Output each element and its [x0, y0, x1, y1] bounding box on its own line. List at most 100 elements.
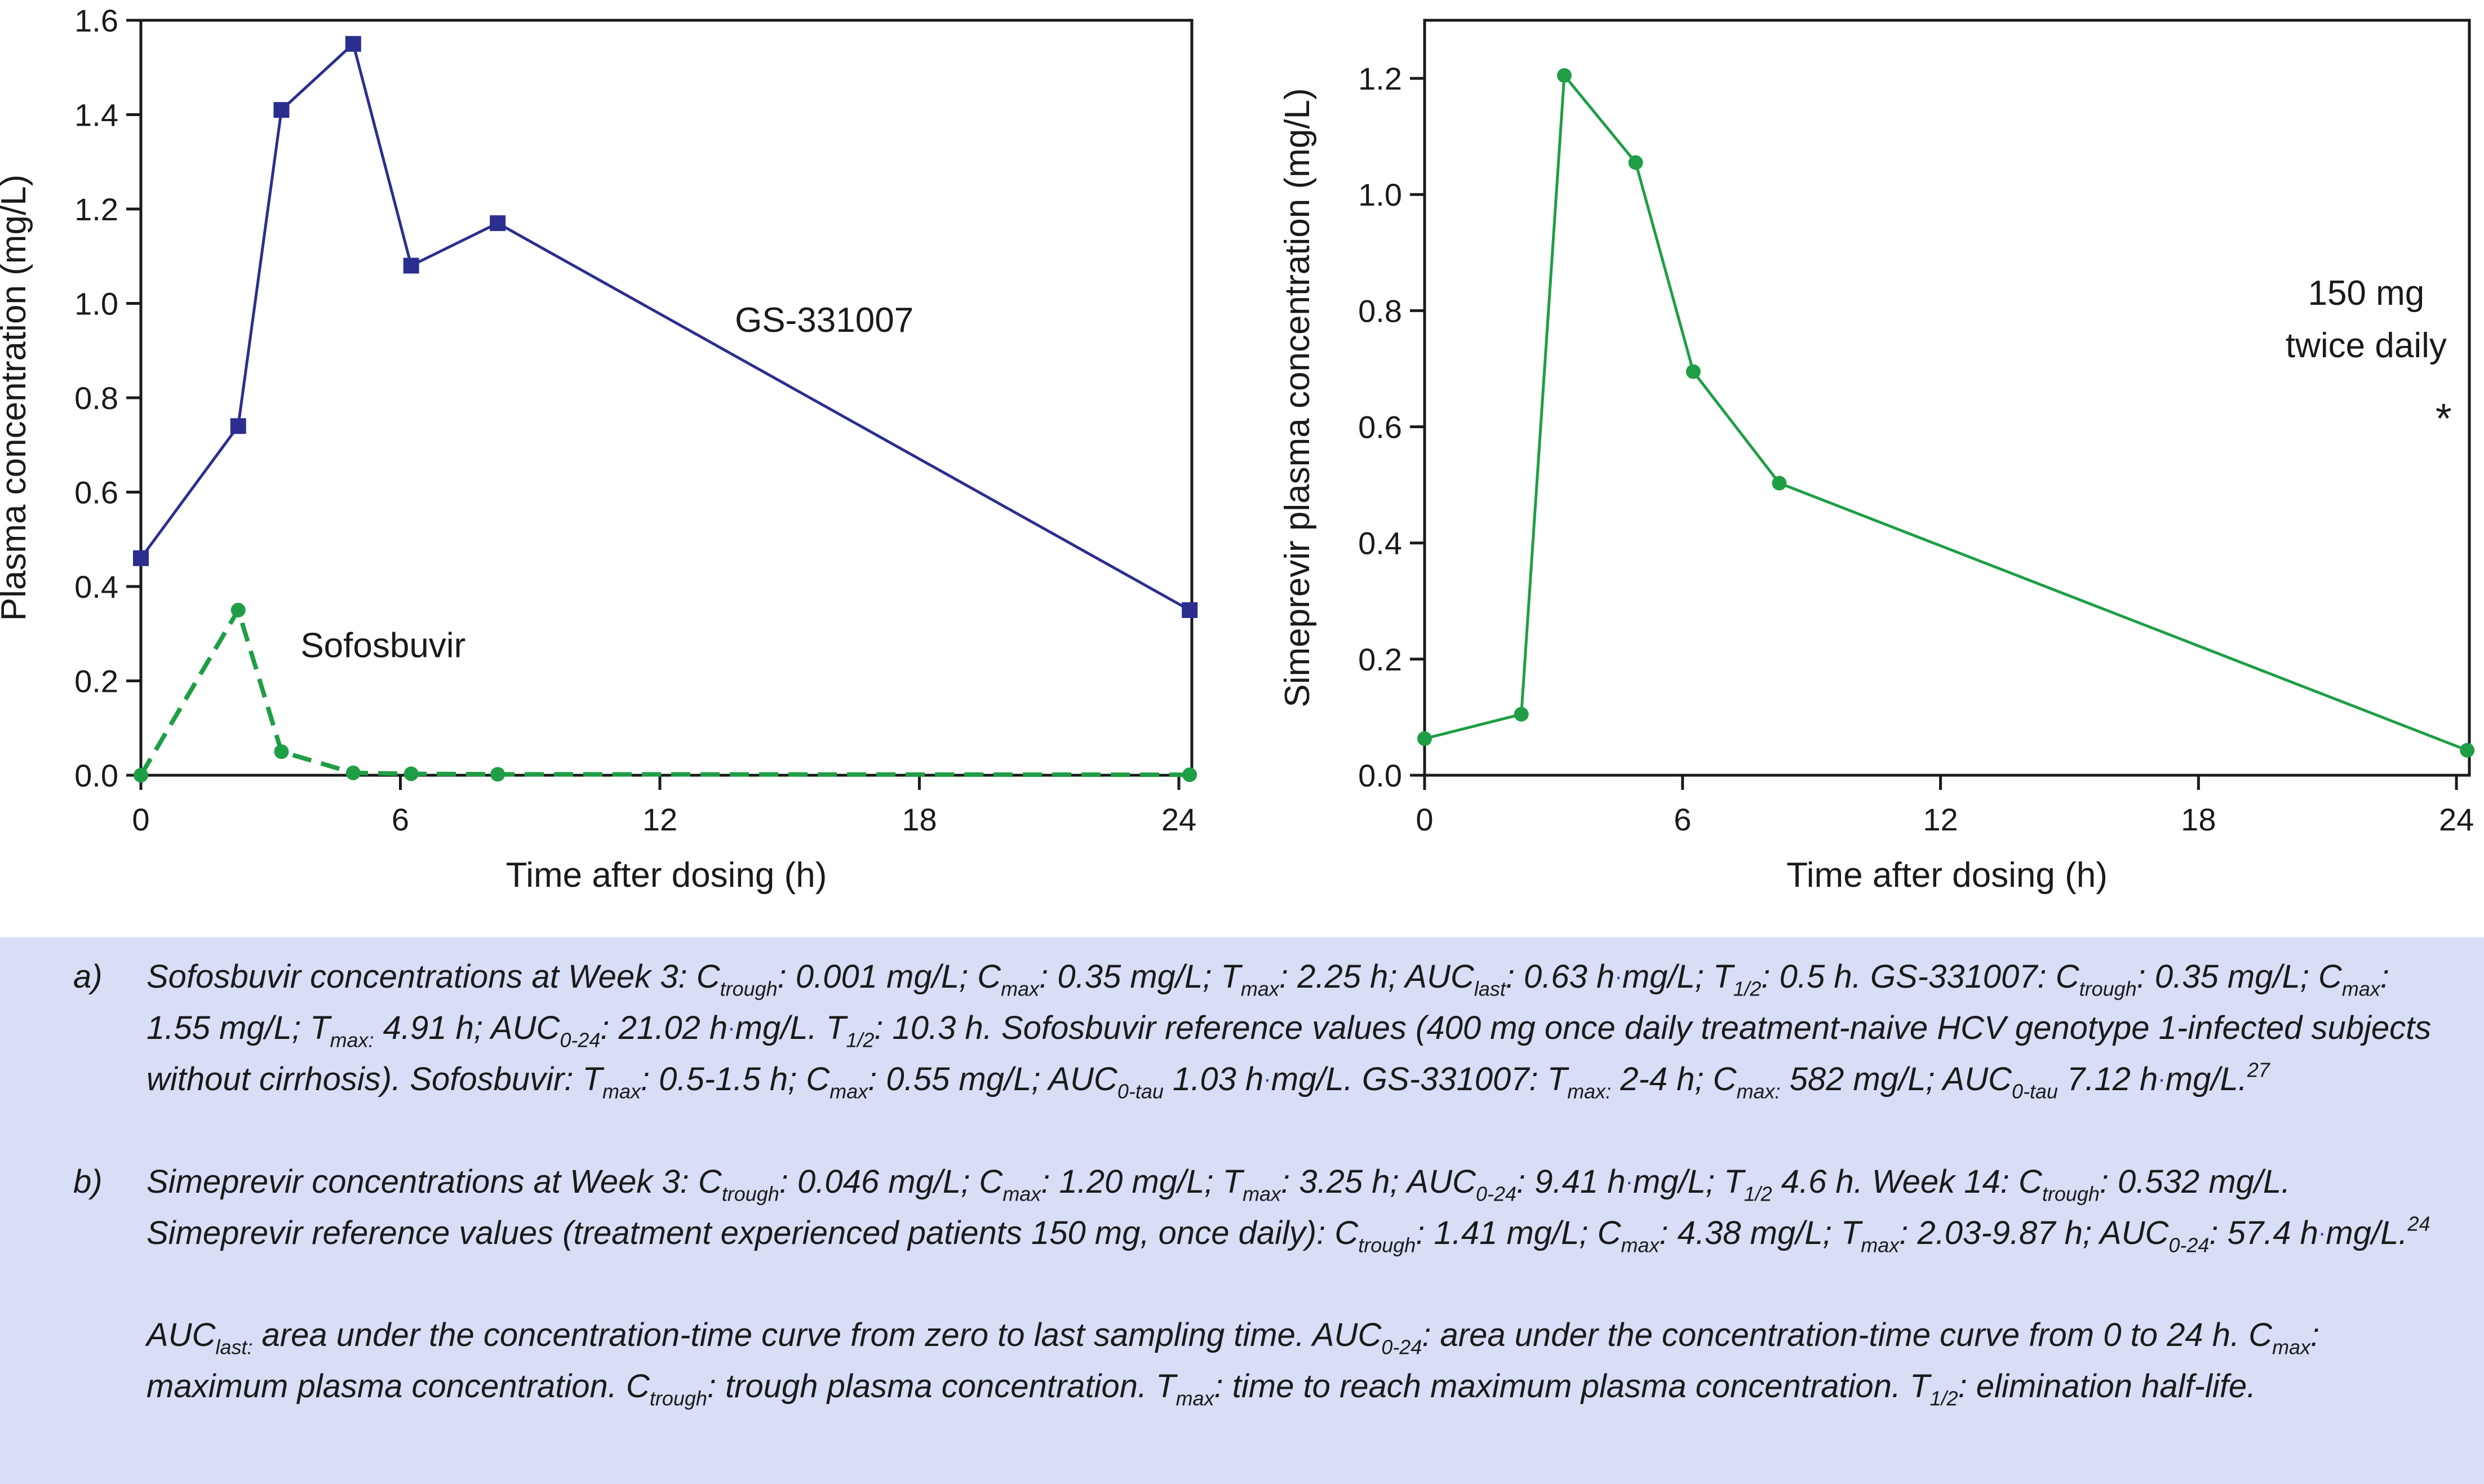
caption-label-b: b) — [73, 1163, 103, 1200]
caption-a-fragment: : 0.001 mg/L; C — [777, 958, 1001, 996]
caption-a-fragment: max — [1001, 977, 1040, 1001]
y-tick-label: 0.6 — [74, 475, 118, 510]
caption-b-fragment: trough — [721, 1182, 779, 1206]
x-tick-label: 12 — [1923, 802, 1958, 837]
y-tick-label: 1.0 — [1358, 177, 1402, 212]
y-tick-label: 0.2 — [1358, 642, 1402, 677]
caption-b-fragment: : 4.38 mg/L; T — [1659, 1215, 1861, 1252]
caption-a-fragment: · — [1263, 1066, 1271, 1092]
caption-a-fragment: max: — [1736, 1079, 1781, 1103]
caption-a-fragment: max: — [1567, 1079, 1612, 1103]
caption-b-fragment: max — [1003, 1182, 1041, 1206]
chart-simeprevir: 0 6 12 18 24 0.0 0.2 0.4 0.6 0.8 1.0 1.2 Time after … — [1278, 19, 2475, 895]
caption-a-fragment: max — [2341, 977, 2380, 1001]
caption-b-fragment: 24 — [2407, 1212, 2430, 1236]
y-tick-label: 0.4 — [1358, 526, 1402, 561]
caption-a-fragment: : 0.5-1.5 h; C — [640, 1061, 830, 1098]
caption-a-fragment: : 21.02 h — [600, 1010, 728, 1047]
caption-abbr-fragment: max — [2272, 1335, 2310, 1359]
y-tick-label: 1.2 — [1358, 61, 1402, 96]
caption-b-fragment: : 2.03-9.87 h; AUC — [1899, 1215, 2169, 1252]
data-point — [1182, 767, 1197, 783]
annotation-label: * — [2436, 395, 2452, 442]
x-tick-label: 18 — [902, 802, 937, 837]
caption-b-fragment: 1/2 — [1744, 1182, 1772, 1206]
y-tick-label: 0.0 — [1358, 758, 1402, 793]
y-tick-label: 0.2 — [74, 664, 118, 699]
data-point — [133, 550, 149, 566]
caption-b-fragment: : 1.41 mg/L; C — [1416, 1215, 1621, 1252]
caption-abbr-fragment: trough — [649, 1387, 707, 1410]
caption-b-fragment: : 57.4 h — [2209, 1215, 2318, 1252]
data-point — [230, 602, 246, 617]
series-line-sofosbuvir — [139, 607, 1190, 777]
caption-b-fragment: trough — [2042, 1182, 2100, 1206]
data-point — [345, 35, 361, 52]
caption-abbr-fragment: : area under the concentration-time curv… — [1422, 1317, 2273, 1353]
caption-text-b: Simeprevir concentrations at Week 3: Ctr… — [147, 1156, 2434, 1259]
data-point — [273, 102, 290, 118]
caption-b-fragment: : 0.532 mg/L. Simeprevir reference value… — [147, 1163, 2291, 1252]
caption-a-fragment: 2-4 h; C — [1611, 1061, 1737, 1098]
caption-b-fragment: max — [1243, 1182, 1281, 1206]
caption-b-fragment: : 0.046 mg/L; C — [779, 1163, 1003, 1201]
annotation-label: Sofosbuvir — [300, 627, 465, 665]
caption-a-fragment: mg/L; T — [1622, 958, 1733, 996]
x-axis-label: Time after dosing (h) — [1786, 856, 2108, 895]
plot-frame — [1423, 19, 2471, 777]
caption-b-fragment: 0-24 — [2168, 1233, 2210, 1257]
caption-b-fragment: · — [2318, 1220, 2326, 1246]
plot-frame — [139, 19, 1194, 777]
caption-b-fragment: mg/L; T — [1633, 1163, 1744, 1201]
caption-abbr-fragment: : trough plasma concentration. T — [707, 1368, 1176, 1405]
x-tick-label: 24 — [1161, 802, 1196, 837]
caption-a-fragment: mg/L. GS-331007: T — [1271, 1061, 1568, 1098]
data-point — [1417, 731, 1432, 747]
caption-abbr-fragment: 1/2 — [1929, 1387, 1958, 1410]
caption-b-fragment: · — [1625, 1168, 1633, 1194]
caption-a-fragment: 0-tau — [2011, 1079, 2058, 1103]
caption-b-fragment: 4.6 h. Week 14: C — [1772, 1163, 2042, 1201]
caption-a-fragment: 7.12 h — [2057, 1061, 2158, 1098]
series-line-gs-331007 — [139, 42, 1191, 612]
y-tick-label: 0.4 — [74, 569, 118, 605]
x-tick-label: 12 — [642, 802, 677, 837]
annotation-label: 150 mg — [2308, 274, 2424, 313]
caption-a-fragment: : 1.55 mg/L; T — [147, 958, 2389, 1047]
caption-a-fragment: mg/L. T — [735, 1010, 846, 1047]
caption-a-fragment: last — [1474, 977, 1506, 1001]
chart-sofosbuvir-gs331007: 0 6 12 18 24 0.0 0.2 0.4 0.6 0.8 1.0 1.2 1.4 1.6 Time … — [0, 3, 1198, 895]
caption-a-fragment: 4.91 h; AUC — [374, 1010, 560, 1047]
data-point — [1772, 476, 1787, 491]
caption-a-fragment: 27 — [2247, 1058, 2270, 1082]
caption-a-fragment: Sofosbuvir concentrations at Week 3: C — [147, 958, 720, 996]
data-point — [345, 765, 361, 780]
charts-figure: 0 6 12 18 24 0.0 0.2 0.4 0.6 0.8 1.0 1.2 1.4 1.6 Time … — [0, 3, 2475, 895]
y-tick-label: 1.2 — [74, 192, 118, 227]
caption-b-fragment: trough — [1358, 1233, 1416, 1257]
caption-a-fragment: · — [1614, 963, 1622, 989]
caption-b-fragment: : 9.41 h — [1516, 1163, 1626, 1201]
caption-a-fragment: max — [1240, 977, 1279, 1001]
caption-abbr-fragment: AUC — [147, 1317, 216, 1353]
caption-a-fragment: · — [2158, 1066, 2166, 1092]
caption-b-fragment: max — [1621, 1233, 1660, 1257]
caption-a-fragment: trough — [720, 977, 778, 1001]
x-tick-label: 6 — [392, 802, 409, 837]
data-point — [490, 215, 506, 232]
data-point — [403, 766, 419, 781]
y-tick-label: 0.8 — [1358, 293, 1402, 328]
caption-abbr-fragment: : elimination half-life. — [1958, 1368, 2256, 1405]
caption-a-fragment: mg/L. — [2165, 1061, 2247, 1098]
y-axis-label: Simeprevir plasma concentration (mg/L) — [1278, 88, 1317, 707]
data-point — [403, 257, 419, 274]
x-tick-label: 0 — [132, 802, 149, 837]
y-tick-label: 0.6 — [1358, 410, 1402, 445]
caption-a-fragment: : 0.55 mg/L; AUC — [868, 1061, 1117, 1098]
x-tick-label: 0 — [1416, 802, 1433, 837]
caption-a-fragment: max: — [330, 1028, 374, 1052]
caption-a-fragment: 0-tau — [1117, 1079, 1164, 1103]
data-point — [274, 744, 289, 759]
y-tick-label: 1.0 — [74, 286, 118, 322]
caption-text-a: Sofosbuvir concentrations at Week 3: Ctr… — [147, 951, 2434, 1105]
